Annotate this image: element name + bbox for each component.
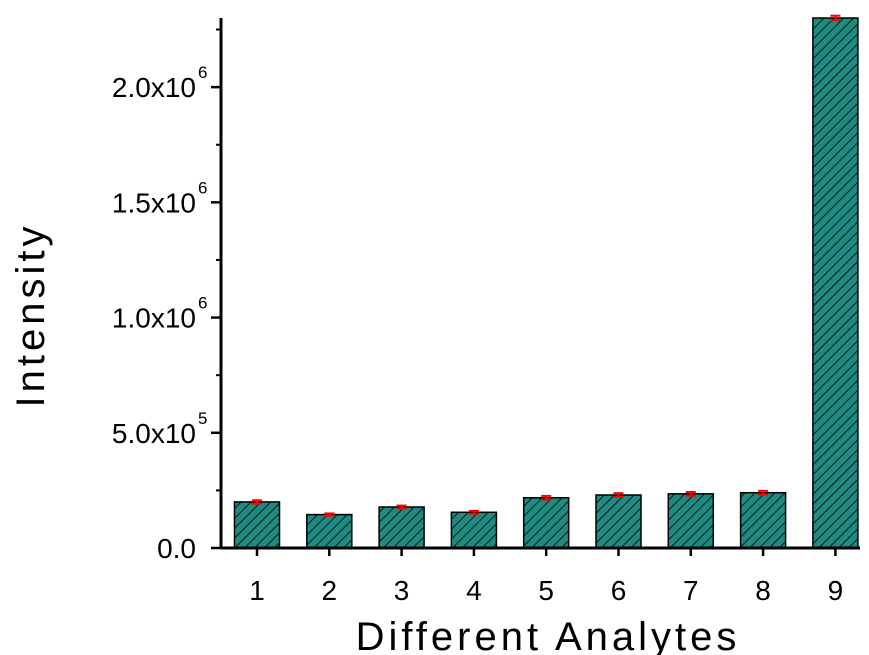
bar-2 bbox=[306, 513, 353, 549]
x-tick-label-6: 6 bbox=[611, 575, 627, 606]
bar-6 bbox=[595, 494, 642, 549]
y-tick-exponent-1000000: 6 bbox=[198, 294, 207, 313]
bar-8 bbox=[739, 491, 787, 549]
y-tick-exponent-500000: 5 bbox=[198, 409, 207, 428]
bars-group bbox=[233, 17, 859, 549]
y-tick-label-2000000: 2.0x10 bbox=[112, 72, 196, 103]
y-tick-label-1000000: 1.0x10 bbox=[112, 303, 196, 334]
x-tick-label-2: 2 bbox=[322, 575, 338, 606]
bar-3 bbox=[378, 506, 425, 549]
x-tick-label-1: 1 bbox=[249, 575, 265, 606]
y-tick-exponent-1500000: 6 bbox=[198, 178, 207, 197]
bar-7 bbox=[667, 493, 715, 549]
x-tick-label-8: 8 bbox=[755, 575, 771, 606]
x-tick-label-7: 7 bbox=[683, 575, 699, 606]
bar-9 bbox=[812, 17, 859, 549]
x-tick-label-3: 3 bbox=[394, 575, 410, 606]
bar-1 bbox=[233, 501, 281, 549]
y-tick-label-0: 0.0 bbox=[157, 533, 196, 564]
error-bars-group bbox=[252, 14, 841, 517]
bar-4 bbox=[450, 511, 498, 549]
x-tick-label-5: 5 bbox=[538, 575, 554, 606]
x-tick-label-4: 4 bbox=[466, 575, 482, 606]
x-axis-title: Different Analytes bbox=[356, 615, 741, 655]
axes-group bbox=[211, 18, 860, 556]
tick-labels-group: 1 2 3 4 5 6 7 8 90.05.0x10 51.0x10 61.5x10 62.0x10 6 bbox=[112, 63, 843, 606]
y-tick-label-1500000: 1.5x10 bbox=[112, 187, 196, 218]
y-tick-exponent-2000000: 6 bbox=[198, 63, 207, 82]
x-tick-label-9: 9 bbox=[828, 575, 844, 606]
y-tick-label-500000: 5.0x10 bbox=[112, 418, 196, 449]
bar-5 bbox=[522, 497, 570, 549]
y-axis-title: Intensity bbox=[9, 223, 53, 408]
